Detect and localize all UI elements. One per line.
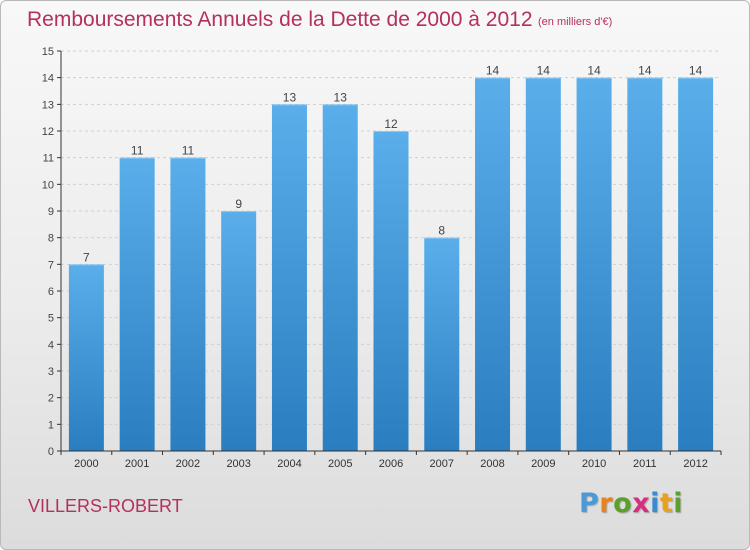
logo-letter: r [599, 488, 614, 519]
x-tick-label: 2009 [531, 458, 555, 470]
x-tick-label: 2005 [328, 458, 352, 470]
x-tick-label: 2000 [74, 458, 98, 470]
y-tick-label: 4 [48, 339, 54, 351]
bar [68, 264, 104, 451]
y-tick-label: 8 [48, 233, 54, 245]
y-tick-label: 9 [48, 206, 54, 218]
y-tick-label: 15 [42, 46, 54, 58]
y-tick-label: 5 [48, 313, 54, 325]
axes [57, 50, 722, 455]
data-label: 13 [283, 90, 297, 104]
y-tick-label: 11 [43, 153, 54, 165]
logo-letter: P [579, 488, 600, 519]
labels: 0123456789101112131415720001120011120029… [42, 46, 708, 470]
data-label: 11 [131, 144, 144, 158]
data-label: 7 [83, 250, 90, 264]
x-tick-label: 2011 [633, 458, 657, 470]
bar [678, 77, 714, 452]
x-tick-label: 2008 [480, 458, 504, 470]
logo-letter: o [613, 488, 633, 519]
bars [68, 77, 714, 452]
logo-letter: t [659, 488, 674, 519]
logo-letter: i [650, 488, 660, 519]
bar [627, 77, 663, 452]
y-tick-label: 10 [42, 179, 54, 191]
data-label: 14 [689, 64, 703, 78]
chart-title: Remboursements Annuels de la Dette de 20… [27, 8, 533, 31]
x-tick-label: 2007 [430, 458, 454, 470]
y-tick-label: 6 [48, 286, 54, 298]
data-label: 14 [587, 64, 601, 78]
y-tick-label: 12 [42, 126, 54, 138]
logo-letter: i [673, 488, 684, 519]
bar [221, 211, 257, 451]
bar [170, 157, 206, 451]
x-tick-label: 2001 [125, 458, 149, 470]
x-tick-label: 2006 [379, 458, 403, 470]
x-tick-label: 2003 [226, 458, 250, 470]
x-tick-label: 2002 [176, 458, 200, 470]
y-tick-label: 7 [48, 259, 54, 271]
commune-name: VILLERS-ROBERT [28, 496, 183, 516]
bar [373, 131, 409, 451]
data-label: 11 [182, 144, 195, 158]
proxiti-logo: Proxiti [579, 488, 683, 519]
data-label: 13 [334, 90, 348, 104]
bar [525, 77, 561, 452]
y-tick-label: 14 [42, 73, 54, 85]
y-tick-label: 1 [48, 419, 54, 431]
data-label: 12 [384, 117, 398, 131]
data-label: 8 [438, 224, 445, 238]
y-tick-label: 13 [42, 99, 54, 111]
bar [322, 104, 358, 451]
x-tick-label: 2004 [277, 458, 301, 470]
bar [119, 157, 155, 451]
data-label: 14 [638, 64, 652, 78]
y-tick-label: 3 [48, 366, 54, 378]
y-tick-label: 2 [48, 393, 54, 405]
unit-label: (en milliers d'€) [538, 16, 613, 28]
bar [576, 77, 612, 452]
data-label: 9 [235, 197, 242, 211]
y-tick-label: 0 [48, 446, 54, 458]
x-tick-label: 2012 [683, 458, 707, 470]
data-label: 14 [486, 64, 500, 78]
logo-letter: x [632, 488, 651, 519]
bar [475, 77, 511, 452]
bar [424, 237, 460, 451]
x-tick-label: 2010 [582, 458, 606, 470]
bar [271, 104, 307, 451]
data-label: 14 [537, 64, 551, 78]
